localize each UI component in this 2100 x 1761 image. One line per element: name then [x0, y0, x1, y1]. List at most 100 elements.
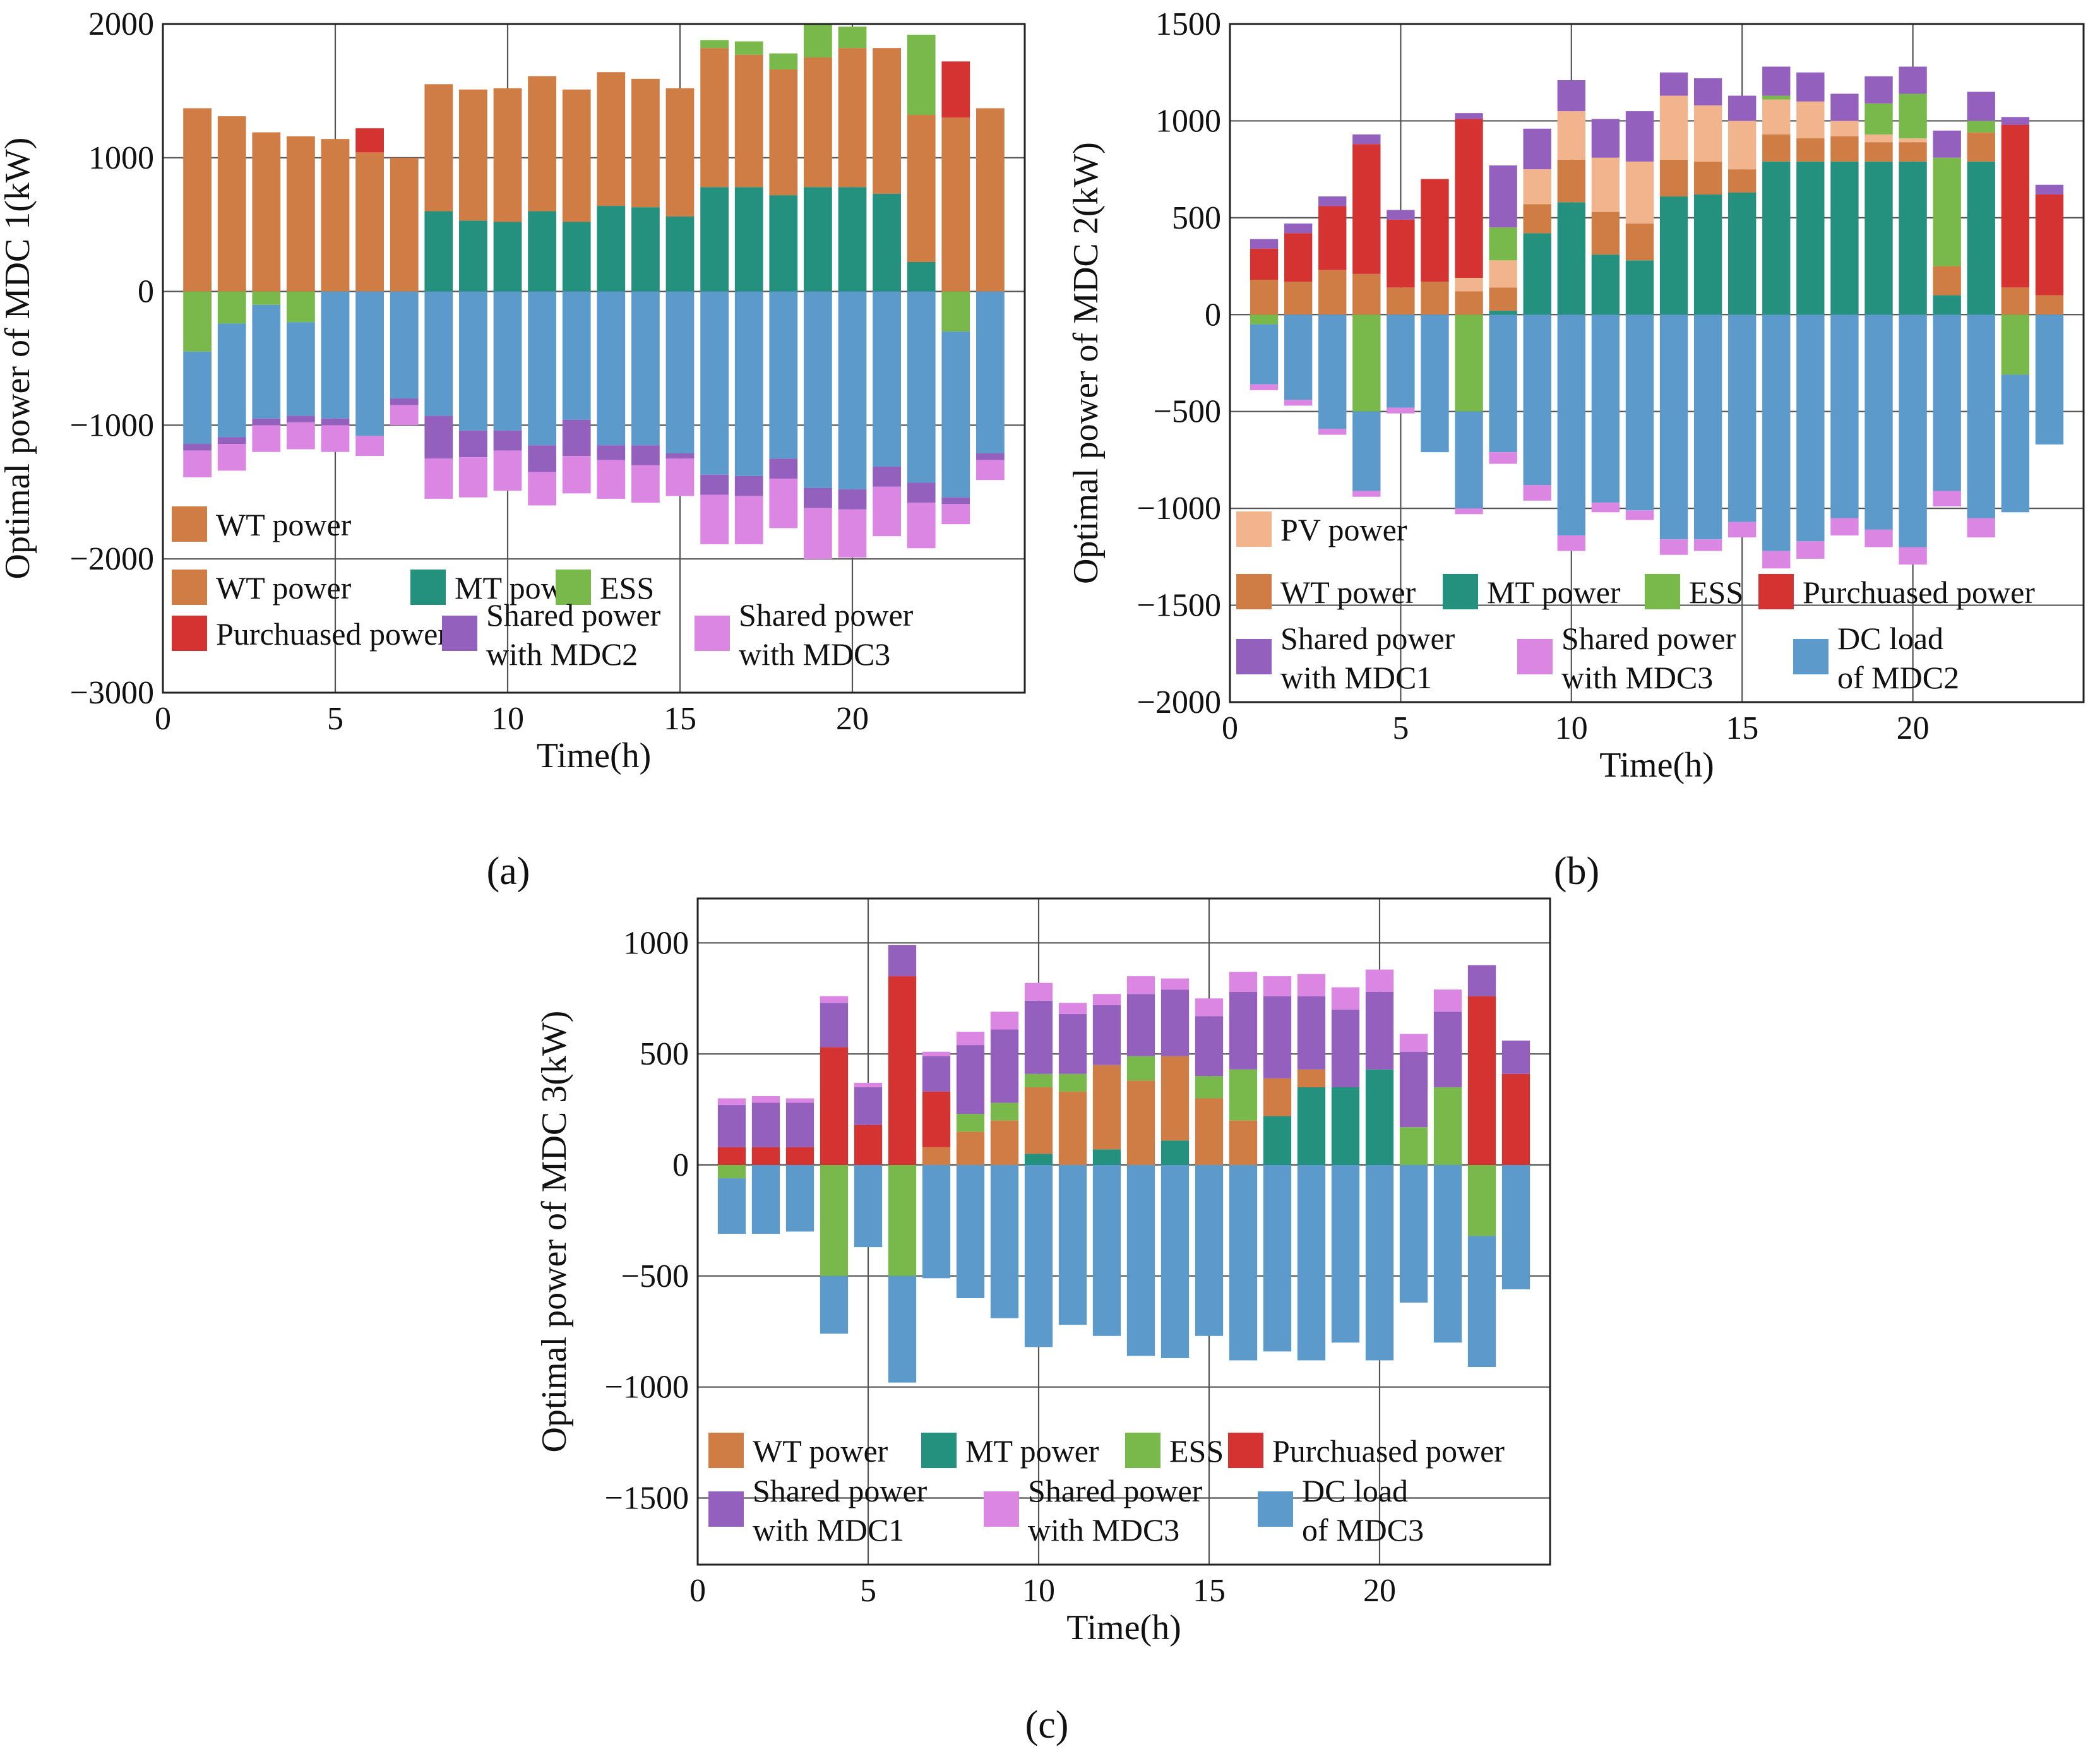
- bar-load-neg-h12: [1625, 314, 1654, 511]
- bar-sh3-neg-h23: [941, 504, 970, 525]
- bar-sh1-h16: [1229, 991, 1258, 1070]
- bar-sh3-neg-h19: [1864, 529, 1893, 547]
- bar-wt-h15: [1728, 169, 1757, 193]
- bar-sh1-h1: [1250, 239, 1279, 249]
- bar-ess-h20: [838, 27, 867, 49]
- bar-sh1-h6: [888, 945, 917, 977]
- bar-pv-h19: [1864, 134, 1893, 143]
- bar-sh3-h9: [990, 1012, 1019, 1030]
- legend-label-load: of MDC3: [1302, 1512, 1424, 1548]
- bar-pv-h17: [1796, 101, 1825, 139]
- bar-sh2-neg-h9: [459, 430, 487, 458]
- bar-sh3-neg-h3: [1318, 429, 1347, 435]
- bar-load-neg-h5: [1387, 314, 1415, 408]
- bar-sh1-h17: [1796, 72, 1825, 102]
- bar-sh2-neg-h5: [321, 418, 350, 426]
- bar-sh3-neg-h7: [1455, 508, 1483, 515]
- bar-sh1-h15: [1728, 95, 1757, 121]
- legend-label-pur: Purchuased power: [216, 616, 448, 652]
- bar-ess-neg-h3: [252, 291, 281, 305]
- bar-sh2-neg-h13: [597, 445, 626, 460]
- bar-load-neg-h7: [922, 1165, 951, 1279]
- bar-sh1-h14: [1160, 989, 1190, 1056]
- bar-wt-h19: [804, 57, 832, 188]
- bar-sh3-neg-h22: [1967, 518, 1995, 538]
- bar-sh1-h23: [2001, 117, 2030, 125]
- y-tick-label: −2000: [70, 541, 154, 577]
- bar-wt-h6: [1421, 282, 1449, 315]
- bar-sh3-neg-h20: [838, 509, 867, 558]
- bar-load-neg-h15: [1728, 314, 1757, 522]
- bar-mt-h15: [665, 216, 695, 292]
- x-tick-label: 0: [1222, 710, 1238, 746]
- bar-pur-h24: [2035, 194, 2064, 295]
- bar-load-neg-h15: [665, 291, 695, 453]
- bar-sh1-h7: [922, 1056, 951, 1092]
- bar-mt-h8: [424, 211, 453, 292]
- bar-ess-h22: [907, 34, 936, 116]
- bar-sh3-neg-h17: [734, 496, 763, 544]
- bar-pur-h2: [751, 1147, 780, 1165]
- bar-wt-h12: [1092, 1065, 1121, 1150]
- bar-wt-h7: [922, 1147, 951, 1165]
- bar-load-neg-h9: [1523, 314, 1551, 486]
- bar-sh3-neg-h8: [424, 458, 453, 499]
- bar-wt-h23: [941, 117, 970, 292]
- bar-mt-h15: [1728, 192, 1757, 315]
- bar-wt-h8: [956, 1131, 985, 1165]
- y-tick-label: 1000: [88, 140, 154, 176]
- bar-sh3-h8: [956, 1032, 985, 1046]
- y-tick-label: 500: [640, 1036, 689, 1072]
- bar-mt-h20: [1365, 1069, 1394, 1165]
- bar-wt-h19: [1864, 142, 1893, 162]
- bar-load-neg-h20: [838, 291, 867, 490]
- bar-wt-h5: [321, 139, 350, 292]
- bar-sh3-neg-h9: [459, 457, 487, 498]
- y-tick-label: −1500: [1137, 588, 1221, 624]
- bar-mt-h10: [493, 222, 522, 292]
- bar-sh3-neg-h24: [976, 460, 1005, 481]
- bar-ess-neg-h23: [1467, 1165, 1496, 1236]
- bar-mt-h13: [1659, 196, 1688, 315]
- bar-load-neg-h9: [990, 1165, 1019, 1318]
- bar-ess-h8: [1489, 227, 1517, 261]
- bar-ess-neg-h1: [1250, 314, 1279, 325]
- bar-sh3-neg-h1: [183, 450, 212, 478]
- bar-pur-h1: [717, 1147, 746, 1165]
- bar-sh3-neg-h4: [1352, 491, 1381, 497]
- chart-panel-c: WT power MT power ESS Purchuased power Share…: [535, 897, 1551, 1647]
- legend-swatch-wt: [1236, 574, 1272, 609]
- bar-pur-h3: [785, 1147, 814, 1165]
- bar-load-neg-h18: [769, 291, 798, 459]
- bar-sh1-h18: [1830, 93, 1859, 121]
- legend-label-wt: WT power: [1280, 575, 1416, 610]
- y-tick-label: 1500: [1155, 6, 1221, 42]
- x-tick-label: 15: [664, 701, 696, 737]
- bar-pv-h15: [1728, 121, 1757, 170]
- bar-load-neg-h2: [1284, 314, 1313, 400]
- legend-swatch-load: [1793, 639, 1829, 674]
- bar-wt-h5: [1387, 287, 1415, 315]
- bar-load-neg-h17: [1796, 314, 1825, 542]
- bar-sh1-h11: [1591, 119, 1620, 158]
- legend-label-sh3: Shared power: [739, 597, 914, 633]
- bar-wt-h12: [1625, 224, 1654, 261]
- bar-ess-h13: [1126, 1056, 1155, 1081]
- bar-sh1-h20: [1365, 991, 1394, 1070]
- legend-swatch-pur: [1228, 1433, 1263, 1468]
- bar-ess-h17: [734, 41, 763, 55]
- y-axis-title: Optimal power of MDC 2(kW): [1066, 142, 1106, 584]
- bar-sh3-h12: [1092, 994, 1121, 1005]
- bar-sh3-h7: [922, 1051, 951, 1056]
- bar-sh2-neg-h8: [424, 415, 453, 459]
- bar-ess-h9: [990, 1102, 1019, 1121]
- bar-pur-h3: [1318, 206, 1347, 270]
- legend-label-sh3: with MDC3: [739, 636, 890, 672]
- legend-swatch-ess: [1645, 574, 1680, 609]
- bar-ess-h21: [1399, 1127, 1428, 1165]
- bar-sh2-neg-h7: [390, 398, 419, 405]
- bar-load-neg-h13: [1659, 314, 1688, 540]
- bar-ess-h16: [1229, 1069, 1258, 1121]
- y-tick-label: −1000: [605, 1370, 689, 1406]
- x-tick-label: 5: [327, 701, 343, 737]
